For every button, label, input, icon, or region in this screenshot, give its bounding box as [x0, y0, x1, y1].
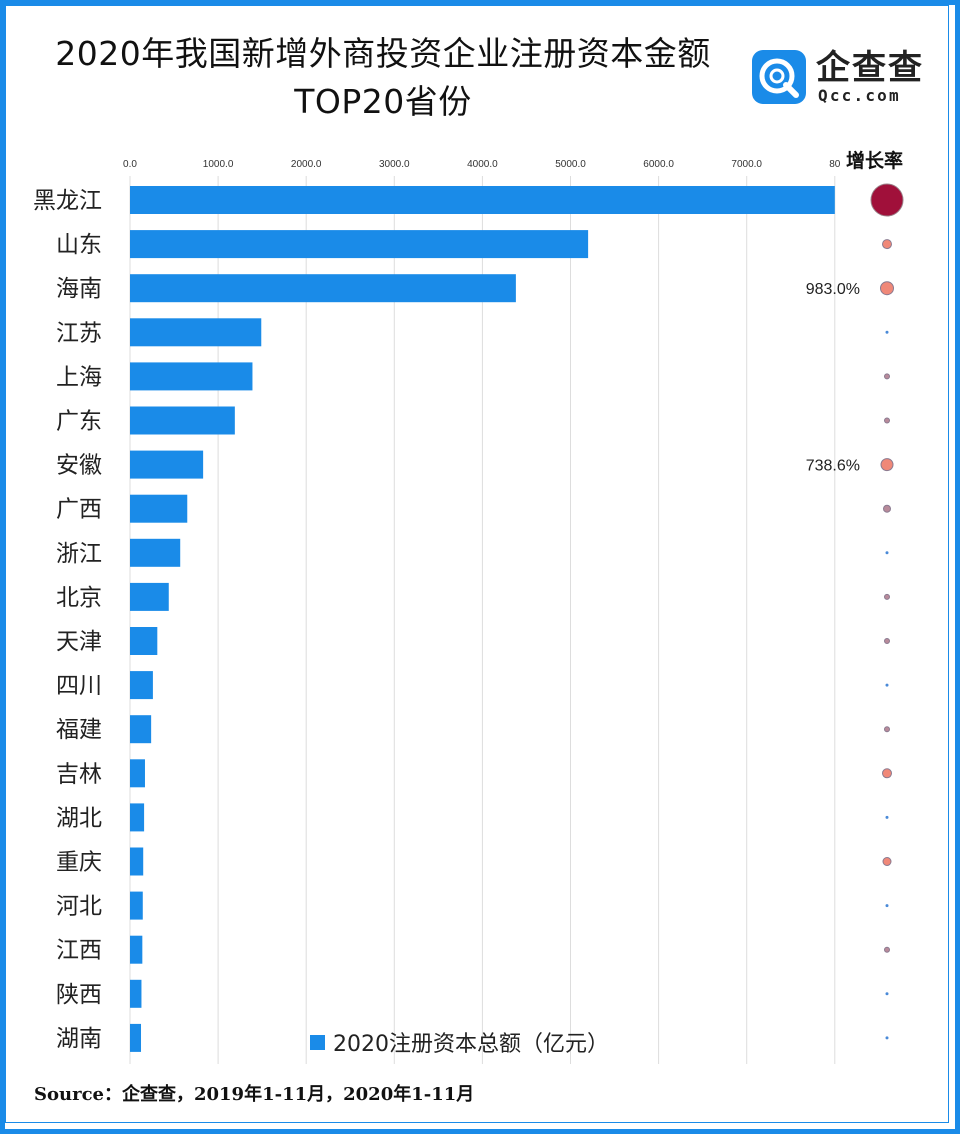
bar [130, 671, 153, 700]
growth-bubble [882, 857, 892, 866]
category-label: 广西 [56, 497, 102, 523]
bar [130, 1023, 142, 1052]
bar [130, 759, 145, 788]
bar [130, 230, 589, 259]
growth-rate-header: 增长率 [846, 150, 904, 172]
category-label: 安徽 [56, 453, 102, 479]
growth-bubble [880, 458, 894, 472]
qcc-logo-icon [752, 50, 806, 104]
bar [130, 847, 144, 876]
bar [130, 450, 204, 479]
bar [130, 803, 145, 832]
growth-bubble [882, 768, 892, 779]
growth-bubble [885, 815, 889, 819]
x-tick-label: 5000.0 [555, 159, 586, 170]
legend-swatch [310, 1034, 325, 1050]
x-tick-label: 80 [829, 159, 841, 170]
category-label: 河北 [56, 894, 102, 920]
bar [130, 318, 262, 347]
category-label: 山东 [56, 232, 102, 258]
bar [130, 362, 253, 391]
growth-bubble [884, 726, 890, 733]
x-tick-label: 2000.0 [291, 159, 322, 170]
category-label: 湖北 [56, 805, 102, 831]
category-label: 黑龙江 [33, 188, 102, 214]
growth-bubble [883, 504, 891, 513]
source-note: Source：企查查，2019年1-11月，2020年1-11月 [34, 1084, 475, 1105]
category-label: 湖南 [56, 1026, 102, 1052]
x-tick-label: 7000.0 [731, 159, 762, 170]
category-label: 广东 [56, 409, 102, 435]
category-label: 陕西 [56, 982, 102, 1008]
growth-bubble [884, 373, 890, 380]
bar [130, 494, 188, 523]
growth-bubble [884, 417, 890, 424]
title-line-2: TOP20省份 [294, 82, 472, 121]
bar [130, 406, 235, 435]
x-tick-label: 3000.0 [379, 159, 410, 170]
category-label: 重庆 [56, 850, 102, 876]
bar [130, 935, 143, 964]
category-label: 北京 [56, 585, 102, 611]
bar [130, 891, 143, 920]
bar [130, 582, 169, 611]
growth-bubble [884, 946, 890, 953]
growth-bubble [885, 683, 889, 687]
bar [130, 274, 516, 303]
x-tick-label: 6000.0 [643, 159, 674, 170]
growth-bubble [885, 330, 889, 334]
growth-label: 983.0% [806, 281, 860, 298]
logo-text-sub: Qcc.com [818, 86, 901, 105]
category-label: 海南 [56, 276, 102, 302]
growth-label: 738.6% [806, 458, 860, 475]
chart-title: 2020年我国新增外商投资企业注册资本金额 TOP20省份 [28, 30, 738, 126]
category-label: 吉林 [56, 761, 102, 787]
bar [130, 538, 181, 567]
legend: 2020注册资本总额（亿元） [310, 1028, 609, 1057]
category-label: 江苏 [56, 320, 102, 346]
title-line-1: 2020年我国新增外商投资企业注册资本金额 [55, 34, 711, 73]
category-label: 上海 [56, 364, 102, 390]
x-tick-label: 4000.0 [467, 159, 498, 170]
category-label: 天津 [56, 629, 102, 655]
growth-bubble [884, 593, 890, 600]
logo-text-main: 企查查 [816, 48, 924, 88]
category-label: 福建 [56, 717, 102, 743]
growth-bubble [885, 1036, 889, 1040]
qcc-logo: 企查查 Qcc.com [752, 48, 932, 106]
x-tick-label: 1000.0 [203, 159, 234, 170]
bar [130, 186, 835, 214]
category-label: 四川 [56, 673, 102, 699]
growth-bubble [882, 239, 892, 250]
bar [130, 627, 158, 655]
category-label: 江西 [56, 938, 102, 964]
bar [130, 979, 142, 1008]
legend-label: 2020注册资本总额（亿元） [333, 1032, 609, 1057]
growth-bubble [880, 281, 894, 296]
bar [130, 715, 152, 744]
category-label: 浙江 [56, 541, 102, 567]
growth-bubble [870, 183, 904, 217]
growth-bubble [884, 638, 890, 644]
growth-bubble [885, 992, 889, 996]
growth-bubble [885, 551, 889, 555]
growth-bubble [885, 904, 889, 908]
x-tick-label: 0.0 [123, 159, 137, 170]
